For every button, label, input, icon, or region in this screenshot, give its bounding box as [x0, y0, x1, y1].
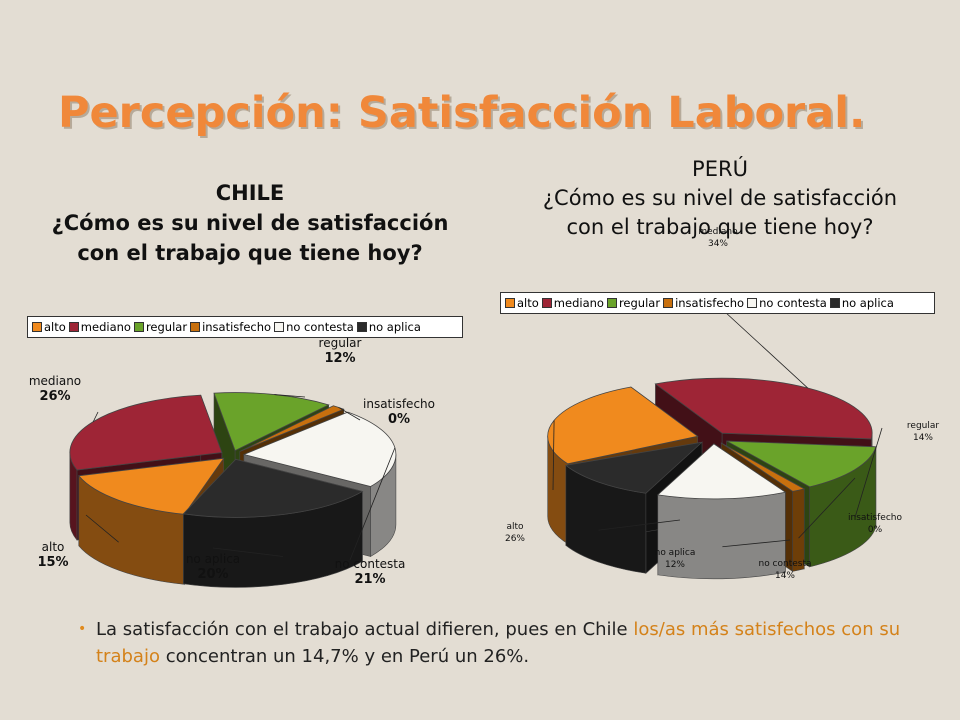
- legend-swatch: [505, 298, 515, 308]
- leader-line-regular: [854, 427, 883, 518]
- legend-item-no-contesta: no contesta: [274, 320, 354, 334]
- peru-title-line: con el trabajo que tiene hoy?: [566, 215, 874, 239]
- leader-line-mediano: [92, 411, 99, 422]
- slice-label-no-contesta: no contesta: [335, 557, 406, 571]
- slice-value-no-contesta: 21%: [354, 572, 385, 587]
- legend-label: insatisfecho: [675, 296, 745, 310]
- peru-chart-title: PERÚ ¿Cómo es su nivel de satisfacción c…: [495, 155, 945, 242]
- leader-line-regular: [274, 394, 306, 398]
- bullet-highlight: los/as más satisfechos con su trabajo: [96, 619, 901, 667]
- slice-label-no-aplica: no aplica: [186, 552, 240, 566]
- peru-title-line: ¿Cómo es su nivel de satisfacción: [542, 186, 898, 210]
- legend-swatch: [541, 298, 552, 308]
- legend-label: no contesta: [286, 320, 354, 334]
- legend-item-no-aplica: no aplica: [356, 320, 421, 334]
- legend-label: regular: [618, 296, 661, 310]
- slice-label-regular: regular: [319, 336, 362, 350]
- summary-bullet: • La satisfacción con el trabajo actual …: [78, 616, 928, 670]
- leader-line-mediano: [711, 299, 809, 389]
- peru-legend: alto mediano regular insatisfecho no contest…: [500, 292, 935, 314]
- legend-swatch: [356, 322, 367, 332]
- legend-item-mediano: mediano: [541, 296, 604, 310]
- legend-label: mediano: [80, 320, 131, 334]
- legend-item-insatisfecho: insatisfecho: [190, 320, 271, 334]
- chile-legend: alto mediano regular insatisfecho no contest…: [27, 316, 463, 338]
- legend-swatch: [32, 322, 42, 332]
- slice-label-mediano: mediano: [29, 374, 81, 388]
- legend-item-regular: regular: [606, 296, 661, 310]
- legend-label: no aplica: [841, 296, 894, 310]
- leader-line-alto: [85, 514, 119, 543]
- legend-item-alto: alto: [505, 296, 539, 310]
- legend-swatch: [747, 298, 758, 308]
- slice-value-no-aplica: 12%: [665, 560, 685, 570]
- legend-item-alto: alto: [32, 320, 66, 334]
- leader-line-no-contesta: [722, 539, 791, 548]
- pie-slice-no-contesta: [656, 443, 787, 580]
- slide-title: Percepción: Satisfacción Laboral.: [58, 88, 866, 138]
- leader-line-no-contesta: [349, 447, 396, 561]
- slice-value-mediano: 26%: [39, 389, 70, 404]
- legend-label: regular: [145, 320, 188, 334]
- slice-label-no-aplica: no aplica: [655, 548, 696, 558]
- legend-swatch: [606, 298, 617, 308]
- legend-item-no-aplica: no aplica: [829, 296, 894, 310]
- slice-value-alto: 15%: [37, 555, 68, 570]
- leader-line-no-aplica: [598, 519, 681, 531]
- legend-swatch: [190, 322, 201, 332]
- slice-value-no-contesta: 14%: [775, 571, 795, 581]
- bullet-dot-icon: •: [78, 621, 87, 637]
- legend-label: alto: [517, 296, 539, 310]
- legend-swatch: [274, 322, 285, 332]
- pie-slice-no-aplica: [182, 458, 364, 588]
- slice-value-alto: 26%: [505, 534, 525, 544]
- slice-value-regular: 12%: [324, 351, 355, 366]
- legend-item-regular: regular: [133, 320, 188, 334]
- slice-value-no-aplica: 20%: [197, 567, 228, 582]
- slice-label-mediano: mediano: [698, 227, 738, 237]
- leader-line-insatisfecho: [338, 407, 361, 421]
- slice-label-regular: regular: [907, 421, 939, 431]
- chile-chart-title: CHILE ¿Cómo es su nivel de satisfacción …: [40, 178, 460, 268]
- bullet-text-before: La satisfacción con el trabajo actual di…: [96, 619, 634, 640]
- slice-label-alto: alto: [506, 522, 524, 532]
- legend-swatch: [829, 298, 840, 308]
- legend-item-insatisfecho: insatisfecho: [663, 296, 744, 310]
- legend-label: no contesta: [759, 296, 827, 310]
- legend-swatch: [133, 322, 144, 332]
- legend-label: mediano: [553, 296, 604, 310]
- chile-title-line: CHILE: [215, 181, 285, 205]
- slice-value-regular: 14%: [913, 433, 933, 443]
- bullet-text-after: concentran un 14,7% y en Perú un 26%.: [159, 646, 530, 667]
- legend-swatch: [68, 322, 79, 332]
- slice-value-insatisfecho: 0%: [388, 412, 410, 427]
- legend-item-no-contesta: no contesta: [747, 296, 827, 310]
- slice-label-insatisfecho: insatisfecho: [363, 397, 435, 411]
- legend-label: insatisfecho: [202, 320, 272, 334]
- legend-swatch: [663, 298, 674, 308]
- legend-item-mediano: mediano: [68, 320, 131, 334]
- legend-label: alto: [44, 320, 66, 334]
- peru-title-line: PERÚ: [692, 157, 748, 181]
- leader-line-no-aplica: [212, 547, 284, 557]
- slice-label-no-contesta: no contesta: [758, 559, 811, 569]
- chile-title-line: ¿Cómo es su nivel de satisfacción: [51, 211, 449, 235]
- slice-label-alto: alto: [42, 540, 65, 554]
- slice-value-insatisfecho: 0%: [868, 525, 883, 535]
- bullet-text: La satisfacción con el trabajo actual di…: [96, 616, 928, 670]
- leader-line-insatisfecho: [798, 477, 856, 539]
- leader-line-alto: [552, 420, 555, 491]
- slice-label-insatisfecho: insatisfecho: [848, 513, 902, 523]
- legend-label: no aplica: [368, 320, 421, 334]
- chile-title-line: con el trabajo que tiene hoy?: [77, 241, 423, 265]
- slice-value-mediano: 34%: [708, 239, 728, 249]
